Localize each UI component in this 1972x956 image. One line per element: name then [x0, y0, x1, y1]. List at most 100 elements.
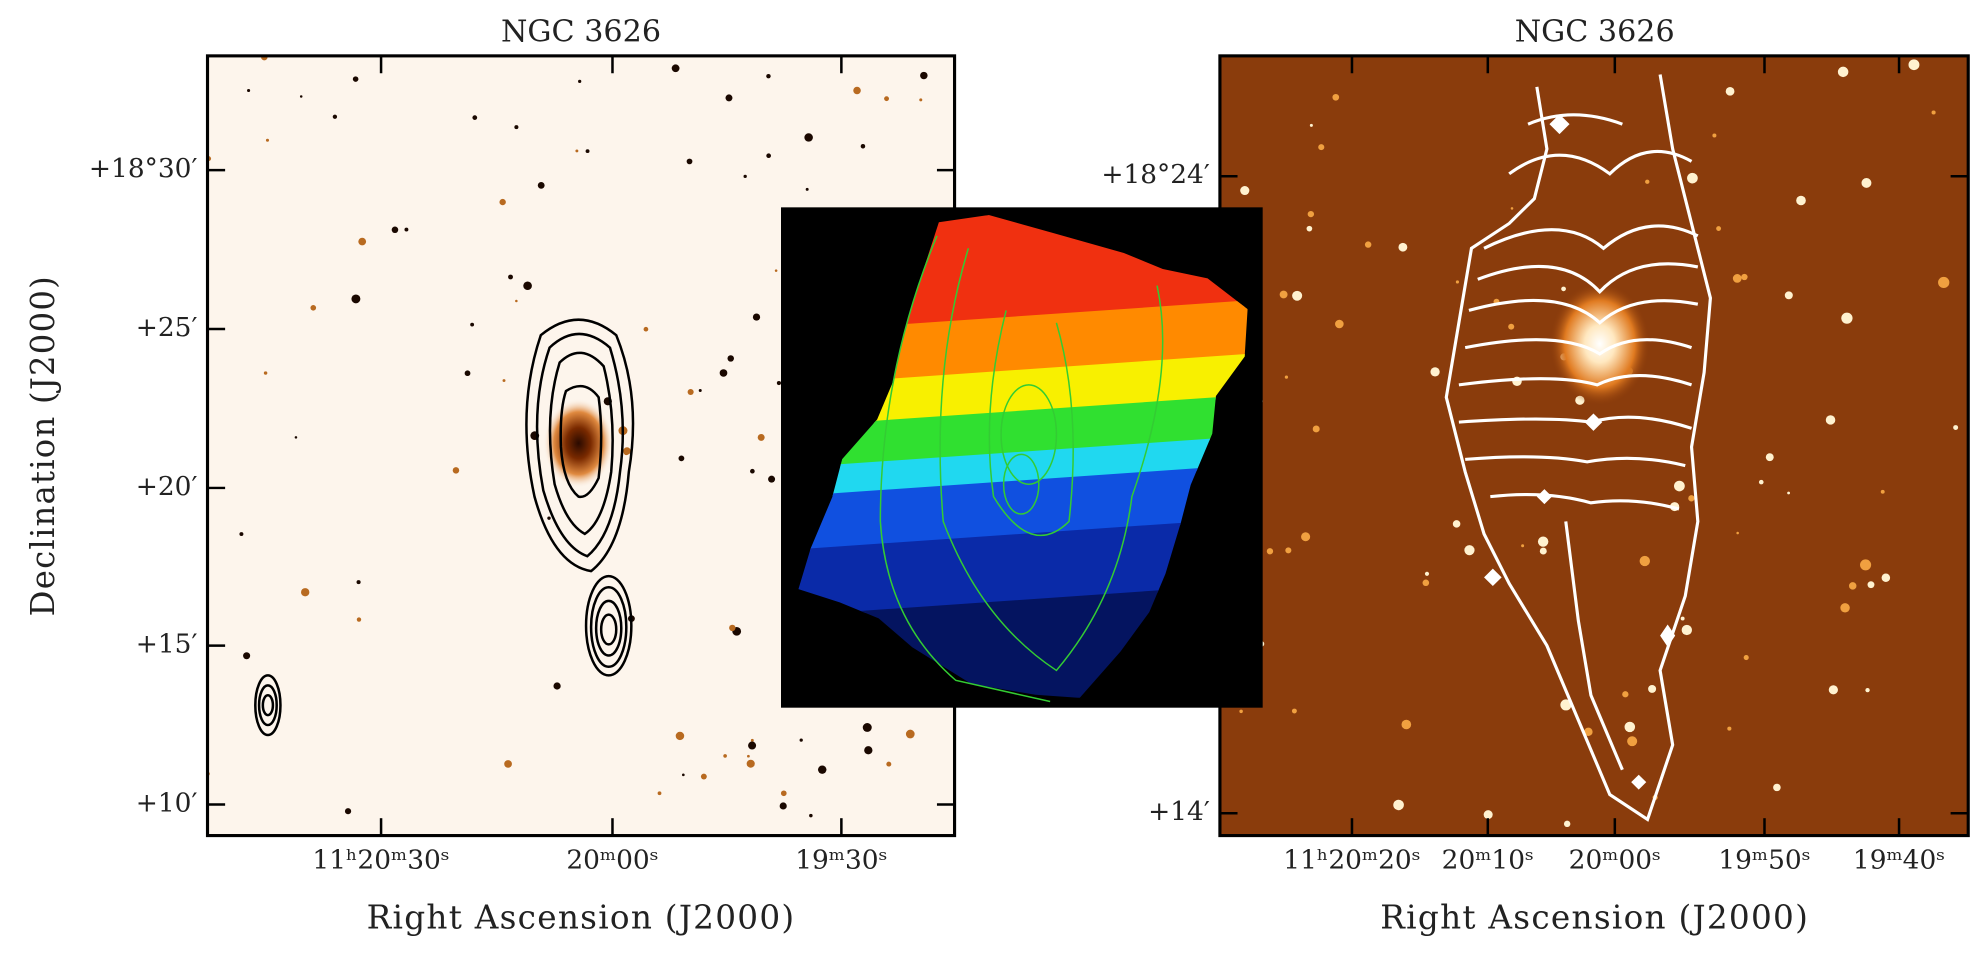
star	[1484, 810, 1493, 819]
star	[508, 275, 513, 280]
star	[1733, 274, 1742, 283]
panel-title: NGC 3626	[501, 15, 661, 50]
star	[1785, 291, 1793, 299]
star	[1401, 720, 1411, 730]
star	[1688, 495, 1694, 501]
star	[1332, 94, 1339, 101]
star	[264, 371, 268, 374]
infrared-panel	[1220, 56, 1968, 836]
star	[358, 238, 366, 246]
y-tick-label: +18°24′	[1101, 160, 1210, 190]
x-tick-label: 11ʰ20ᵐ20ˢ	[1283, 846, 1420, 876]
star	[1841, 313, 1852, 324]
star	[499, 199, 505, 205]
star	[239, 532, 243, 536]
star	[729, 625, 735, 631]
star	[243, 652, 250, 659]
star	[345, 808, 351, 814]
star	[1687, 173, 1698, 184]
star	[1865, 688, 1869, 692]
star	[547, 516, 550, 519]
star	[1318, 144, 1324, 150]
star	[678, 456, 684, 462]
star	[748, 742, 756, 750]
star	[1773, 784, 1781, 791]
star	[1540, 548, 1547, 555]
star	[1736, 532, 1739, 535]
galaxy	[1549, 282, 1650, 406]
star	[766, 153, 771, 158]
y-tick-label: +14′	[1148, 797, 1210, 827]
x-tick-label: 20ᵐ10ˢ	[1442, 846, 1534, 876]
star	[1564, 821, 1570, 827]
star	[720, 369, 728, 377]
star	[575, 149, 578, 152]
star	[1508, 324, 1514, 330]
star	[744, 175, 747, 178]
star	[1301, 532, 1310, 541]
star	[515, 300, 518, 303]
star	[1881, 490, 1885, 494]
star	[768, 476, 775, 483]
star	[1538, 536, 1548, 546]
star	[1787, 492, 1790, 495]
star	[751, 739, 754, 742]
star	[392, 227, 399, 233]
star	[1292, 291, 1302, 301]
star	[353, 76, 359, 82]
star	[753, 314, 760, 321]
star	[1425, 572, 1429, 576]
star	[1861, 178, 1871, 188]
star	[1239, 710, 1242, 713]
star	[699, 389, 702, 392]
star	[809, 814, 813, 817]
star	[1622, 691, 1628, 697]
x-tick-label: 20ᵐ00ˢ	[566, 846, 658, 876]
star	[780, 802, 787, 809]
star	[1308, 211, 1314, 217]
image-background	[1220, 56, 1968, 836]
star	[1727, 727, 1731, 731]
star	[1648, 685, 1656, 693]
star	[644, 327, 649, 332]
star	[1829, 685, 1838, 694]
star	[806, 188, 809, 191]
star	[1682, 625, 1692, 635]
star	[758, 434, 765, 441]
star	[300, 95, 303, 97]
star	[863, 723, 872, 732]
star	[1938, 277, 1949, 288]
star	[1882, 574, 1891, 582]
star	[404, 228, 408, 232]
star	[1335, 320, 1344, 329]
y-tick-label: +18°30′	[89, 154, 198, 184]
star	[351, 294, 360, 303]
star	[1285, 547, 1291, 553]
star	[701, 774, 707, 780]
star	[470, 323, 474, 327]
star	[301, 588, 309, 596]
star	[1280, 291, 1288, 299]
star	[750, 469, 755, 474]
star	[687, 159, 693, 165]
star	[1741, 274, 1747, 280]
star	[1838, 67, 1849, 77]
star	[1826, 415, 1836, 424]
star	[1932, 110, 1936, 114]
star	[538, 182, 545, 189]
star	[688, 389, 694, 395]
star	[553, 682, 560, 689]
star	[1398, 243, 1407, 252]
star	[781, 790, 787, 796]
star	[818, 765, 826, 773]
star	[1267, 548, 1273, 554]
star	[586, 149, 590, 153]
y-tick-label: +25′	[136, 313, 198, 343]
star	[747, 760, 755, 768]
star	[766, 74, 770, 78]
star	[800, 739, 803, 742]
y-axis-label: Declination (J2000)	[24, 275, 62, 616]
star	[465, 370, 471, 376]
star	[1796, 196, 1806, 206]
star	[1393, 800, 1404, 811]
